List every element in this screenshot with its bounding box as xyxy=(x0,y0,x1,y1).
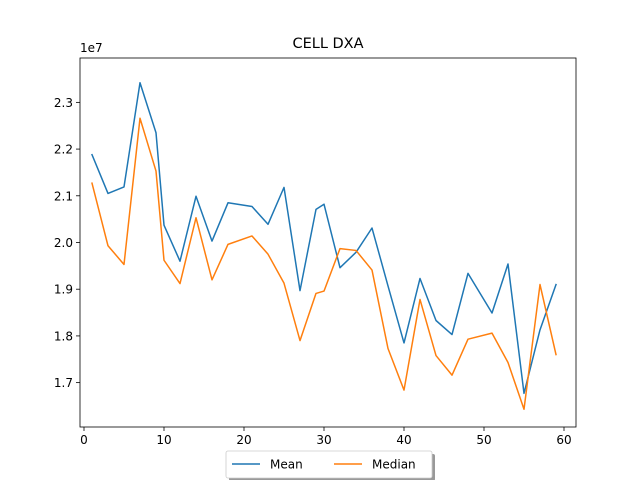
y-tick-label: 1.9 xyxy=(54,283,73,297)
x-tick-label: 60 xyxy=(556,433,571,447)
x-tick-label: 30 xyxy=(316,433,331,447)
y-tick-label: 1.8 xyxy=(54,329,73,343)
x-tick-label: 40 xyxy=(396,433,411,447)
legend-label-median: Median xyxy=(372,458,416,472)
axes-layer: 0 10 20 30 40 50 60 1.7 1.8 1.9 2.0 2.1 2.2 2.3 xyxy=(54,57,577,447)
legend: Mean Median xyxy=(225,450,435,480)
x-tick-label: 20 xyxy=(236,433,251,447)
series-line-median xyxy=(91,117,557,410)
y-tick-label: 2.2 xyxy=(54,143,73,157)
y-tick-label: 2.3 xyxy=(54,96,73,110)
series-line-mean xyxy=(91,82,557,395)
plot-frame xyxy=(79,57,577,428)
x-tick-label: 0 xyxy=(80,433,88,447)
y-tick-label: 2.1 xyxy=(54,189,73,203)
legend-label-mean: Mean xyxy=(270,458,303,472)
series-layer xyxy=(91,82,557,410)
y-tick-label: 2.0 xyxy=(54,236,73,250)
x-tick-label: 10 xyxy=(156,433,171,447)
legend-box xyxy=(225,450,433,479)
chart-title: CELL DXA xyxy=(292,36,363,52)
y-offset-label: 1e7 xyxy=(80,41,103,55)
y-tick-label: 1.7 xyxy=(54,376,73,390)
x-tick-label: 50 xyxy=(476,433,491,447)
